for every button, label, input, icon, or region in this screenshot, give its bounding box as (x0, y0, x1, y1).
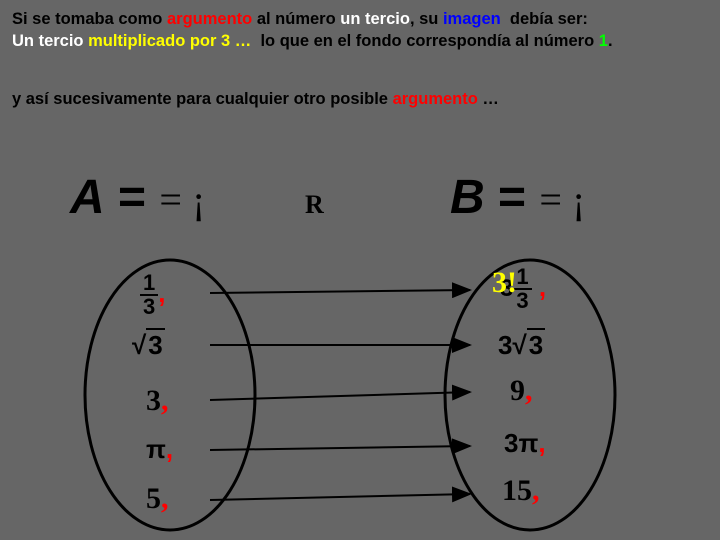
p1-t8: Un tercio (12, 32, 84, 50)
b-item-5: 15, (502, 476, 540, 506)
b-item-3: 9, (510, 376, 533, 406)
p1-t11: 1 (599, 32, 608, 50)
mapping-diagram: A = = ¡ B = = ¡ R 13, √3 3, π, 5, (0, 150, 720, 540)
p1-t1: Si se tomaba como (12, 10, 167, 28)
b2-val: 3 (527, 328, 545, 360)
b-item-4: 3π, (504, 430, 546, 456)
b5-val: 15 (502, 474, 532, 507)
a5-val: 5 (146, 482, 161, 515)
a3-val: 3 (146, 384, 161, 417)
p1-t9: multiplicado por 3 … (84, 32, 252, 50)
a2-val: 3 (146, 328, 164, 360)
a-item-5: 5, (146, 484, 169, 514)
ellipse-a (85, 260, 255, 530)
a-item-1: 13, (140, 272, 165, 318)
arrow-3 (210, 392, 470, 400)
b4-coeff: 3 (504, 428, 518, 458)
a-item-2: √3 (132, 332, 165, 358)
p1-t12: . (608, 32, 613, 50)
intro-paragraph: Si se tomaba como argumento al número un… (12, 8, 708, 53)
b-item-2: 3√3 (498, 332, 545, 358)
diagram-svg (0, 150, 720, 540)
arrow-5 (210, 494, 470, 500)
p2-t2: argumento (393, 90, 478, 108)
p1-t7: debía ser: (501, 10, 588, 28)
a-item-3: 3, (146, 386, 169, 416)
p1-t3: al número (252, 10, 340, 28)
a-item-4: π, (146, 436, 173, 462)
p2-t1: y así sucesivamente para cualquier otro … (12, 90, 393, 108)
b-item-1: 313 3! , (500, 266, 546, 312)
b2-coeff: 3 (498, 330, 512, 360)
p1-t2: argumento (167, 10, 252, 28)
p1-t6: imagen (443, 10, 501, 28)
b3-val: 9 (510, 374, 525, 407)
second-paragraph: y así sucesivamente para cualquier otro … (12, 90, 499, 109)
arrow-1 (210, 290, 470, 293)
a1-den: 3 (140, 296, 158, 318)
p1-t5: , su (410, 10, 443, 28)
b1-overlay: 3! (492, 268, 517, 298)
a1-num: 1 (140, 272, 158, 296)
p1-t10: lo que en el fondo correspondía al númer… (251, 32, 598, 50)
p2-t3: … (478, 90, 499, 108)
p1-t4: un tercio (340, 10, 410, 28)
